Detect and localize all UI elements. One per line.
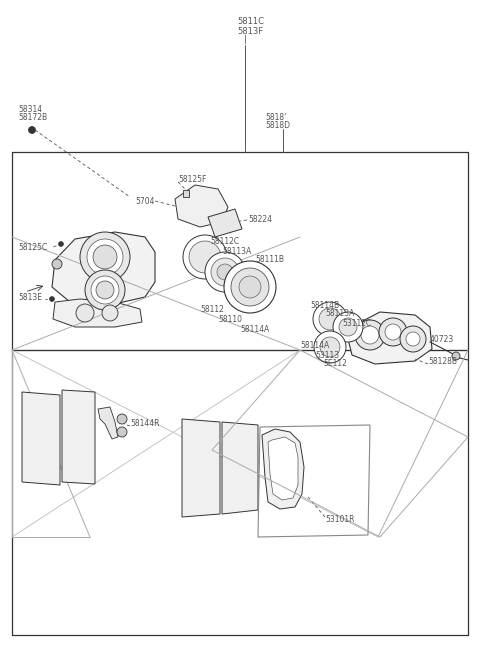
Text: 58128B: 58128B xyxy=(428,357,457,367)
Text: 58144R: 58144R xyxy=(130,420,159,428)
Text: 58112C: 58112C xyxy=(210,237,239,246)
Circle shape xyxy=(102,305,118,321)
Circle shape xyxy=(205,252,245,292)
Circle shape xyxy=(314,331,346,363)
Text: 58113A: 58113A xyxy=(222,246,251,256)
Polygon shape xyxy=(348,312,432,364)
Text: |: | xyxy=(244,35,247,45)
Polygon shape xyxy=(98,407,118,439)
Text: 58224: 58224 xyxy=(248,215,272,225)
Text: 58111B: 58111B xyxy=(255,256,284,265)
Circle shape xyxy=(406,332,420,346)
Circle shape xyxy=(189,241,221,273)
Text: 58114A: 58114A xyxy=(300,340,329,350)
Text: 58114B: 58114B xyxy=(310,300,339,309)
Circle shape xyxy=(339,318,357,336)
Circle shape xyxy=(224,261,276,313)
Circle shape xyxy=(76,304,94,322)
Text: 5818D: 5818D xyxy=(265,122,290,131)
Circle shape xyxy=(211,258,239,286)
Circle shape xyxy=(385,324,401,340)
Text: 58112: 58112 xyxy=(200,304,224,313)
Circle shape xyxy=(59,242,63,246)
Polygon shape xyxy=(175,185,228,227)
Circle shape xyxy=(91,276,119,304)
Text: 40723: 40723 xyxy=(430,336,454,344)
Bar xyxy=(183,190,189,197)
Circle shape xyxy=(85,270,125,310)
Circle shape xyxy=(231,268,269,306)
Circle shape xyxy=(52,259,62,269)
Polygon shape xyxy=(222,422,258,514)
Polygon shape xyxy=(268,437,298,500)
Polygon shape xyxy=(53,299,142,327)
Polygon shape xyxy=(52,232,155,305)
Text: 58125F: 58125F xyxy=(178,175,206,183)
Circle shape xyxy=(80,232,130,282)
Polygon shape xyxy=(262,429,304,509)
Text: 58110: 58110 xyxy=(218,315,242,323)
Circle shape xyxy=(379,318,407,346)
Circle shape xyxy=(400,326,426,352)
Circle shape xyxy=(320,337,340,357)
Circle shape xyxy=(452,352,460,360)
Text: 5E112: 5E112 xyxy=(323,359,347,369)
Text: 58172B: 58172B xyxy=(18,112,47,122)
Circle shape xyxy=(93,245,117,269)
Text: 58114A: 58114A xyxy=(240,325,269,334)
Circle shape xyxy=(183,235,227,279)
Text: 5811C: 5811C xyxy=(237,18,264,26)
Text: 58314: 58314 xyxy=(18,104,42,114)
Circle shape xyxy=(333,312,363,342)
Polygon shape xyxy=(62,390,95,484)
Text: 5818': 5818' xyxy=(265,112,286,122)
Text: 5813F: 5813F xyxy=(237,26,263,35)
Circle shape xyxy=(96,281,114,299)
Text: 53113: 53113 xyxy=(315,350,339,359)
Circle shape xyxy=(319,308,341,330)
Text: 53112C: 53112C xyxy=(342,319,371,327)
Circle shape xyxy=(355,320,385,350)
Polygon shape xyxy=(22,392,60,485)
Circle shape xyxy=(87,239,123,275)
Text: 5813E: 5813E xyxy=(18,292,42,302)
Text: 58113A: 58113A xyxy=(325,309,354,319)
Text: 53101R: 53101R xyxy=(325,514,355,524)
Circle shape xyxy=(361,326,379,344)
Circle shape xyxy=(117,414,127,424)
Polygon shape xyxy=(182,419,220,517)
Circle shape xyxy=(217,264,233,280)
Circle shape xyxy=(313,302,347,336)
Circle shape xyxy=(49,296,55,302)
Circle shape xyxy=(239,276,261,298)
Text: 58125C: 58125C xyxy=(18,242,47,252)
Polygon shape xyxy=(208,209,242,237)
Circle shape xyxy=(117,427,127,437)
Text: 5704: 5704 xyxy=(135,196,155,206)
Circle shape xyxy=(28,127,36,133)
